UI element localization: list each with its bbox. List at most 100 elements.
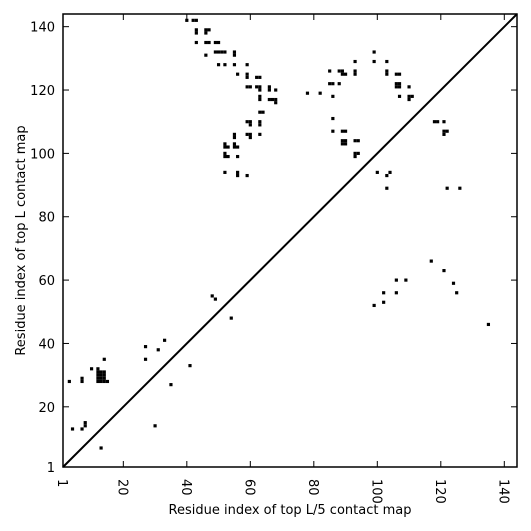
contact-point xyxy=(258,94,262,98)
contact-point xyxy=(432,120,437,124)
contact-point xyxy=(204,40,208,45)
contact-point xyxy=(163,338,167,342)
contact-point xyxy=(274,88,278,92)
contact-point xyxy=(185,18,189,22)
contact-point xyxy=(96,367,100,371)
contact-point xyxy=(331,129,335,133)
contact-point xyxy=(356,151,360,155)
contact-point xyxy=(248,85,252,89)
contact-point xyxy=(337,69,341,73)
contact-point xyxy=(223,170,227,174)
contact-point xyxy=(232,132,237,136)
contact-point xyxy=(397,72,402,76)
contact-point xyxy=(353,59,357,64)
contact-point xyxy=(232,50,237,54)
contact-point xyxy=(267,88,271,92)
contact-point xyxy=(429,259,433,263)
contact-point xyxy=(216,50,221,54)
contact-point xyxy=(105,379,110,384)
contact-point xyxy=(328,82,332,86)
contact-point xyxy=(372,59,376,64)
contact-point xyxy=(258,120,262,124)
contact-point xyxy=(245,120,249,124)
contact-point xyxy=(385,59,389,64)
contact-point xyxy=(353,139,357,143)
contact-point xyxy=(397,82,402,86)
contact-point xyxy=(223,151,227,155)
contact-point xyxy=(236,170,240,174)
contact-point xyxy=(486,322,491,327)
contact-point xyxy=(258,132,262,136)
contact-point xyxy=(388,170,392,174)
contact-point xyxy=(442,120,446,124)
contact-point xyxy=(245,85,249,89)
contact-point xyxy=(445,129,449,133)
contact-point xyxy=(188,364,192,368)
contact-point xyxy=(194,28,198,32)
x-tick-label: 100 xyxy=(368,479,383,504)
contact-point xyxy=(102,370,106,374)
contact-point xyxy=(394,278,398,282)
x-tick-label: 140 xyxy=(495,479,510,504)
contact-point xyxy=(102,376,106,380)
contact-point xyxy=(331,94,335,98)
contact-point xyxy=(236,145,240,149)
contact-point xyxy=(404,278,408,282)
contact-point xyxy=(143,357,148,361)
contact-point xyxy=(270,97,275,102)
contact-point xyxy=(274,97,278,102)
contact-point xyxy=(258,123,262,127)
contact-point xyxy=(407,97,411,102)
contact-point xyxy=(67,379,71,384)
contact-point xyxy=(274,101,278,105)
y-tick-label: 100 xyxy=(30,147,55,162)
contact-point xyxy=(407,85,411,89)
contact-point xyxy=(153,424,157,428)
contact-point xyxy=(226,145,230,149)
contact-point xyxy=(385,186,389,190)
y-axis-label: Residue index of top L contact map xyxy=(14,125,29,355)
contact-point xyxy=(83,424,87,428)
contact-point xyxy=(394,82,398,86)
contact-point xyxy=(169,383,173,387)
contact-point xyxy=(445,186,449,190)
contact-point xyxy=(337,82,341,86)
contact-point xyxy=(80,379,84,384)
contact-point xyxy=(194,40,198,45)
contact-point xyxy=(232,145,237,149)
contact-point xyxy=(210,294,214,298)
plot-frame xyxy=(62,13,518,468)
y-tick-label: 1 xyxy=(47,461,55,476)
contact-point xyxy=(204,53,208,57)
contact-point xyxy=(442,269,446,273)
contact-point xyxy=(261,110,265,114)
contact-point xyxy=(340,142,344,146)
contact-point xyxy=(382,300,386,304)
contact-point xyxy=(353,69,357,73)
diagonal-line xyxy=(62,13,518,468)
contact-point xyxy=(102,357,106,361)
contact-point xyxy=(220,50,224,54)
contact-point xyxy=(99,373,103,377)
contact-point xyxy=(255,85,259,89)
contact-point xyxy=(213,40,217,45)
x-tick-label: 60 xyxy=(241,479,256,496)
contact-point xyxy=(248,135,252,140)
contact-point xyxy=(99,379,103,384)
contact-point xyxy=(353,151,357,155)
contact-point xyxy=(229,316,233,320)
contact-point xyxy=(236,154,240,159)
y-tick-label: 20 xyxy=(38,401,55,416)
contact-point xyxy=(267,85,271,89)
contact-point xyxy=(258,97,262,102)
contact-point xyxy=(236,173,240,178)
contact-point xyxy=(397,85,402,89)
contact-point xyxy=(223,63,227,67)
contact-point xyxy=(213,297,217,301)
y-tick-label: 140 xyxy=(30,21,55,36)
x-axis-label: Residue index of top L/5 contact map xyxy=(169,503,412,518)
contact-point xyxy=(394,291,398,295)
y-tick-label: 120 xyxy=(30,84,55,99)
contact-point xyxy=(353,154,357,159)
